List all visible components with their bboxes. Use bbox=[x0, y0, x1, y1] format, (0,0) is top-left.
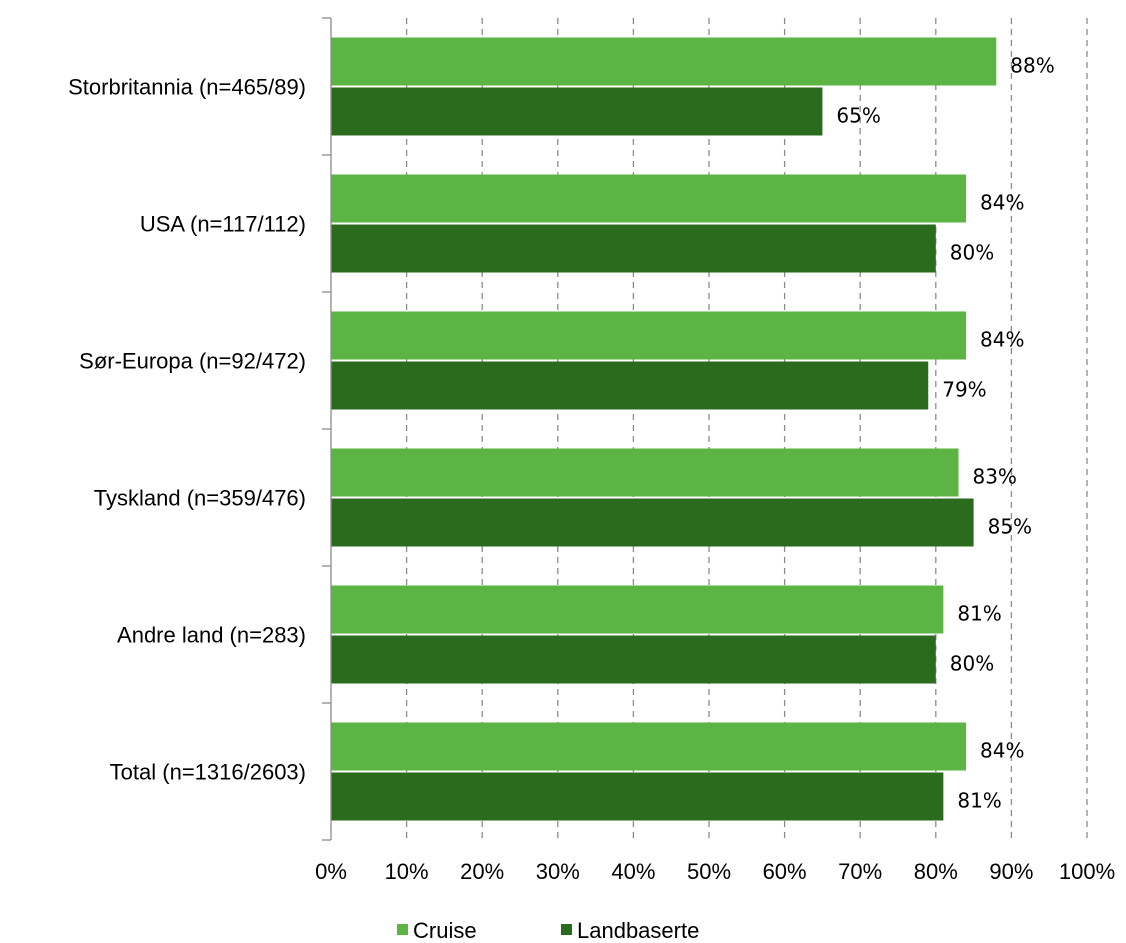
bar-landbaserte bbox=[331, 499, 974, 547]
gridlines bbox=[407, 18, 1087, 840]
bar-landbaserte bbox=[331, 362, 928, 410]
data-label: 85% bbox=[988, 515, 1032, 539]
bar-landbaserte bbox=[331, 225, 936, 273]
x-tick-label: 10% bbox=[385, 859, 429, 884]
bar-cruise bbox=[331, 586, 943, 634]
data-label: 81% bbox=[957, 789, 1001, 813]
data-label: 79% bbox=[942, 378, 986, 402]
data-label: 80% bbox=[950, 241, 994, 265]
category-label: Storbritannia (n=465/89) bbox=[68, 75, 306, 100]
x-tick-label: 50% bbox=[687, 859, 731, 884]
data-label: 88% bbox=[1010, 54, 1054, 78]
x-tick-label: 100% bbox=[1059, 859, 1115, 884]
category-label: Sør-Europa (n=92/472) bbox=[79, 349, 306, 374]
bar-landbaserte bbox=[331, 636, 936, 684]
data-label: 80% bbox=[950, 652, 994, 676]
legend-label: Landbaserte bbox=[577, 918, 699, 943]
x-tick-label: 40% bbox=[611, 859, 655, 884]
x-tick-label: 30% bbox=[536, 859, 580, 884]
bar-landbaserte bbox=[331, 773, 943, 821]
legend-swatch bbox=[561, 924, 572, 935]
x-tick-label: 90% bbox=[989, 859, 1033, 884]
x-tick-label: 70% bbox=[838, 859, 882, 884]
bar-cruise bbox=[331, 723, 966, 771]
data-label: 81% bbox=[957, 602, 1001, 626]
x-tick-label: 0% bbox=[315, 859, 347, 884]
bar-cruise bbox=[331, 312, 966, 360]
category-label: Andre land (n=283) bbox=[117, 623, 306, 648]
data-label: 65% bbox=[836, 104, 880, 128]
category-label: Total (n=1316/2603) bbox=[110, 760, 306, 785]
legend-swatch bbox=[397, 924, 408, 935]
bar-cruise bbox=[331, 38, 996, 86]
x-tick-label: 80% bbox=[914, 859, 958, 884]
bar-landbaserte bbox=[331, 88, 822, 136]
category-label: Tyskland (n=359/476) bbox=[94, 486, 306, 511]
x-tick-label: 20% bbox=[460, 859, 504, 884]
bar-cruise bbox=[331, 175, 966, 223]
data-label: 83% bbox=[972, 465, 1016, 489]
legend: Cruise Landbaserte bbox=[397, 918, 699, 943]
x-tick-label: 60% bbox=[763, 859, 807, 884]
data-label: 84% bbox=[980, 739, 1024, 763]
axes bbox=[322, 18, 331, 840]
data-label: 84% bbox=[980, 191, 1024, 215]
data-label: 84% bbox=[980, 328, 1024, 352]
bars bbox=[331, 38, 996, 821]
category-label: USA (n=117/112) bbox=[140, 212, 306, 237]
legend-label: Cruise bbox=[413, 918, 477, 943]
bar-cruise bbox=[331, 449, 958, 497]
